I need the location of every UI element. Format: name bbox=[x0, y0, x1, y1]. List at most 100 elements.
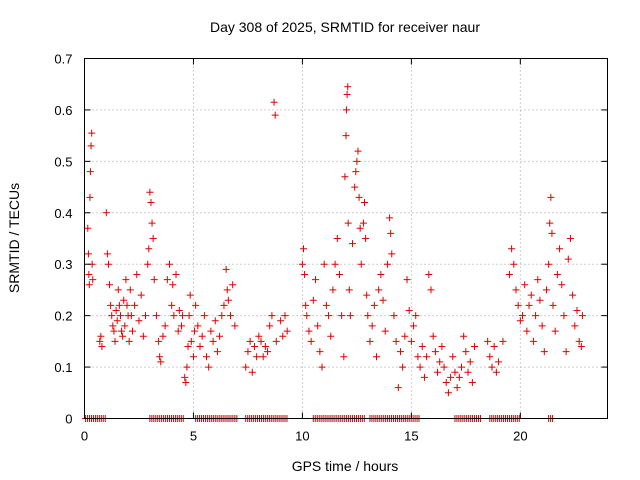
data-point bbox=[152, 312, 160, 320]
data-point bbox=[142, 312, 150, 320]
data-point bbox=[577, 343, 585, 350]
data-point bbox=[542, 286, 550, 294]
data-point bbox=[377, 271, 385, 278]
data-point bbox=[379, 296, 387, 304]
data-point bbox=[165, 260, 173, 268]
chart-title: Day 308 of 2025, SRMTID for receiver nau… bbox=[210, 19, 480, 35]
data-point bbox=[107, 301, 115, 309]
data-point bbox=[578, 312, 586, 320]
data-point bbox=[213, 348, 221, 356]
data-point bbox=[343, 91, 351, 98]
data-point bbox=[283, 327, 291, 335]
data-point bbox=[527, 291, 535, 299]
data-point bbox=[281, 312, 289, 320]
data-point bbox=[191, 327, 199, 335]
data-point bbox=[253, 353, 261, 361]
data-point bbox=[139, 332, 147, 340]
data-point bbox=[181, 373, 189, 381]
data-point bbox=[514, 301, 522, 309]
data-point bbox=[261, 343, 269, 350]
data-point bbox=[564, 255, 572, 263]
data-point bbox=[135, 317, 143, 325]
data-point bbox=[356, 224, 364, 232]
data-point bbox=[303, 312, 311, 320]
data-point bbox=[316, 348, 324, 356]
data-point bbox=[556, 245, 564, 253]
data-point bbox=[85, 281, 93, 289]
data-point bbox=[259, 353, 267, 361]
data-point bbox=[355, 193, 363, 201]
data-point bbox=[322, 301, 330, 309]
data-point bbox=[401, 332, 409, 340]
data-point bbox=[112, 307, 120, 314]
data-point bbox=[392, 337, 400, 345]
data-point bbox=[362, 235, 370, 242]
data-point bbox=[547, 193, 555, 201]
data-point bbox=[444, 389, 452, 397]
data-point bbox=[103, 250, 111, 258]
data-point bbox=[566, 235, 574, 242]
data-point bbox=[125, 337, 133, 345]
data-point bbox=[423, 353, 431, 361]
data-point bbox=[161, 322, 169, 330]
data-point bbox=[344, 83, 352, 91]
data-point bbox=[490, 343, 498, 350]
data-point bbox=[189, 353, 197, 361]
data-point bbox=[335, 271, 343, 278]
data-point bbox=[403, 276, 411, 284]
data-point bbox=[146, 188, 154, 196]
data-point bbox=[196, 343, 204, 350]
data-point bbox=[449, 353, 457, 361]
x-tick-label: 10 bbox=[295, 429, 309, 444]
data-point bbox=[106, 281, 114, 289]
data-point bbox=[412, 312, 420, 320]
data-point bbox=[571, 322, 579, 330]
data-point bbox=[127, 312, 135, 320]
data-point bbox=[244, 348, 252, 356]
data-point bbox=[523, 327, 531, 335]
data-point bbox=[264, 348, 272, 356]
data-point bbox=[223, 286, 231, 294]
data-point bbox=[387, 229, 395, 237]
data-point bbox=[122, 276, 130, 284]
data-point bbox=[521, 281, 529, 289]
data-point bbox=[157, 358, 165, 366]
data-point bbox=[88, 129, 96, 137]
data-point bbox=[311, 276, 319, 284]
data-point bbox=[390, 312, 398, 320]
data-point bbox=[451, 368, 459, 376]
data-point bbox=[203, 353, 211, 361]
data-point bbox=[354, 147, 362, 155]
data-point bbox=[525, 301, 533, 309]
data-point bbox=[352, 168, 360, 176]
data-point bbox=[271, 111, 279, 119]
data-point bbox=[546, 219, 554, 227]
data-point bbox=[118, 327, 126, 335]
data-point bbox=[108, 312, 116, 320]
data-point bbox=[84, 224, 92, 232]
data-point bbox=[301, 271, 309, 278]
data-point bbox=[207, 327, 215, 335]
data-point bbox=[218, 312, 226, 320]
data-point bbox=[455, 373, 463, 381]
data-point bbox=[198, 332, 206, 340]
y-tick-label: 0 bbox=[65, 412, 72, 427]
data-point bbox=[113, 317, 121, 325]
data-point bbox=[266, 322, 274, 330]
data-point bbox=[170, 312, 178, 320]
data-point bbox=[363, 291, 371, 299]
y-tick-label: 0.3 bbox=[54, 257, 72, 272]
data-point bbox=[177, 322, 185, 330]
data-point bbox=[407, 337, 415, 345]
data-point bbox=[457, 363, 465, 371]
data-point bbox=[172, 271, 180, 278]
data-point bbox=[545, 260, 553, 268]
y-tick-label: 0.2 bbox=[54, 309, 72, 324]
data-point bbox=[553, 271, 561, 278]
data-point bbox=[307, 337, 315, 345]
data-point bbox=[184, 343, 192, 350]
data-point bbox=[529, 337, 537, 345]
data-point bbox=[361, 199, 369, 206]
x-tick-label: 15 bbox=[404, 429, 418, 444]
data-point bbox=[425, 271, 433, 278]
